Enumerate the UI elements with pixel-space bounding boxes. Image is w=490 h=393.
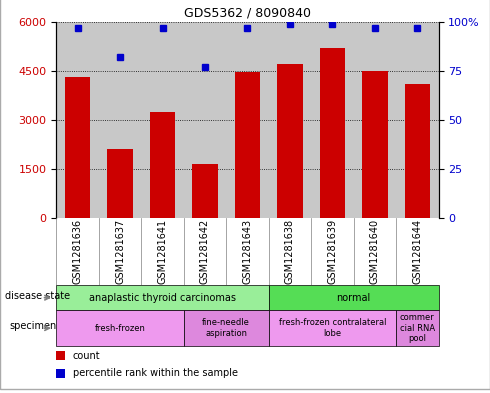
Bar — [396, 310, 439, 346]
Text: fresh-frozen: fresh-frozen — [95, 324, 146, 332]
Text: GSM1281640: GSM1281640 — [370, 219, 380, 284]
Bar — [192, 164, 218, 218]
Bar — [56, 310, 184, 346]
Text: commer
cial RNA
pool: commer cial RNA pool — [400, 313, 435, 343]
Text: count: count — [73, 351, 100, 361]
Text: specimen: specimen — [10, 321, 57, 331]
Bar — [56, 351, 65, 360]
Bar — [362, 71, 388, 218]
Bar — [65, 77, 90, 218]
Text: anaplastic thyroid carcinomas: anaplastic thyroid carcinomas — [89, 293, 236, 303]
Bar — [269, 310, 396, 346]
Text: GSM1281637: GSM1281637 — [115, 219, 125, 284]
Text: normal: normal — [337, 293, 371, 303]
Text: GSM1281644: GSM1281644 — [412, 219, 422, 284]
Bar — [56, 369, 65, 378]
Text: fresh-frozen contralateral
lobe: fresh-frozen contralateral lobe — [279, 318, 386, 338]
Text: GSM1281636: GSM1281636 — [73, 219, 83, 284]
Bar — [56, 285, 269, 310]
Text: GSM1281641: GSM1281641 — [157, 219, 168, 284]
Bar — [405, 84, 430, 218]
Bar — [184, 310, 269, 346]
Text: GSM1281642: GSM1281642 — [200, 219, 210, 284]
Text: GSM1281639: GSM1281639 — [327, 219, 338, 284]
Text: disease state: disease state — [5, 291, 70, 301]
Text: GSM1281638: GSM1281638 — [285, 219, 295, 284]
Text: GSM1281643: GSM1281643 — [243, 219, 252, 284]
Bar — [269, 285, 439, 310]
Bar — [319, 48, 345, 218]
Bar — [235, 72, 260, 218]
Title: GDS5362 / 8090840: GDS5362 / 8090840 — [184, 6, 311, 19]
Bar — [277, 64, 303, 218]
Text: percentile rank within the sample: percentile rank within the sample — [73, 369, 238, 378]
Text: fine-needle
aspiration: fine-needle aspiration — [202, 318, 250, 338]
Bar — [150, 112, 175, 218]
Bar — [107, 149, 133, 218]
